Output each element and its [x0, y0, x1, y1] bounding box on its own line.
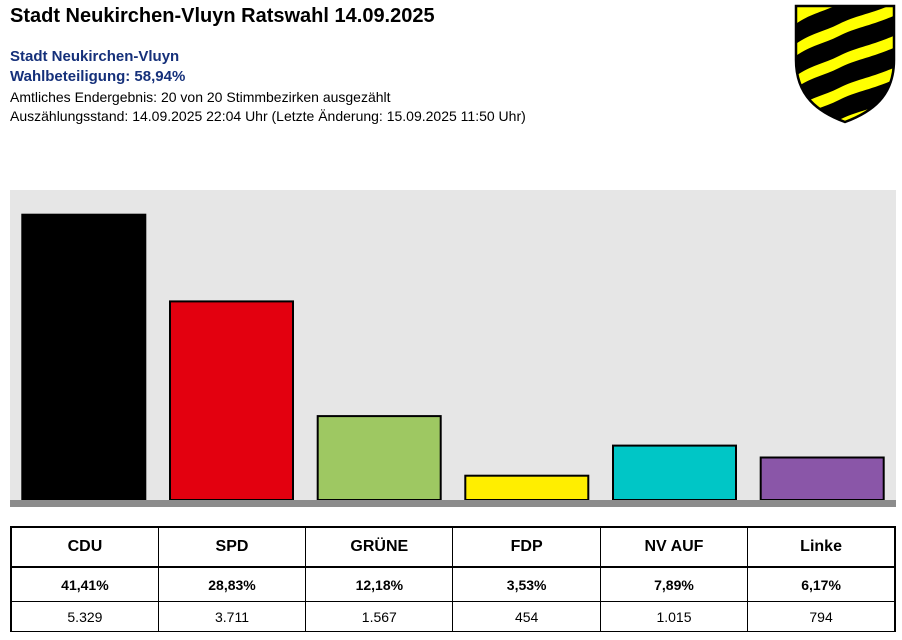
- party-header-row: CDU SPD GRÜNE FDP NV AUF Linke: [9, 526, 897, 568]
- results-table: CDU SPD GRÜNE FDP NV AUF Linke 41,41% 28,83% 12…: [9, 526, 897, 632]
- page-title: Stadt Neukirchen-Vluyn Ratswahl 14.09.20…: [10, 5, 435, 27]
- chart-area: [10, 190, 896, 507]
- votes-row: 5.329 3.711 1.567 454 1.015 794: [9, 601, 897, 632]
- coat-of-arms-icon: [794, 4, 896, 124]
- municipality-name: Stadt Neukirchen-Vluyn: [10, 48, 180, 65]
- bar-nv-auf: [612, 444, 737, 502]
- result-status: Amtliches Endergebnis: 20 von 20 Stimmbe…: [10, 89, 391, 105]
- percentage-cell: 3,53%: [452, 566, 601, 602]
- bar-chart: [10, 213, 896, 507]
- percentage-row: 41,41% 28,83% 12,18% 3,53% 7,89% 6,17%: [9, 566, 897, 602]
- crest-wavy-bands: [796, 6, 894, 122]
- turnout-label: Wahlbeteiligung: 58,94%: [10, 68, 186, 85]
- bar-fdp: [464, 474, 590, 502]
- party-name-cell: FDP: [452, 526, 601, 568]
- percentage-cell: 12,18%: [305, 566, 454, 602]
- votes-cell: 1.015: [599, 601, 749, 632]
- count-timestamp: Auszählungsstand: 14.09.2025 22:04 Uhr (…: [10, 108, 526, 124]
- bar-grüne: [316, 415, 442, 502]
- votes-cell: 5.329: [9, 601, 159, 632]
- bar-spd: [169, 300, 294, 502]
- percentage-cell: 6,17%: [747, 566, 897, 602]
- party-name-cell: GRÜNE: [305, 526, 454, 568]
- percentage-cell: 28,83%: [157, 566, 307, 602]
- bar-cdu: [21, 213, 147, 501]
- percentage-cell: 41,41%: [9, 566, 159, 602]
- party-name-cell: CDU: [9, 526, 159, 568]
- votes-cell: 794: [747, 601, 897, 632]
- party-name-cell: SPD: [157, 526, 307, 568]
- bar-linke: [759, 456, 885, 501]
- votes-cell: 1.567: [305, 601, 454, 632]
- chart-baseline: [10, 500, 896, 507]
- percentage-cell: 7,89%: [599, 566, 749, 602]
- votes-cell: 3.711: [157, 601, 307, 632]
- party-name-cell: Linke: [747, 526, 897, 568]
- votes-cell: 454: [452, 601, 601, 632]
- party-name-cell: NV AUF: [599, 526, 749, 568]
